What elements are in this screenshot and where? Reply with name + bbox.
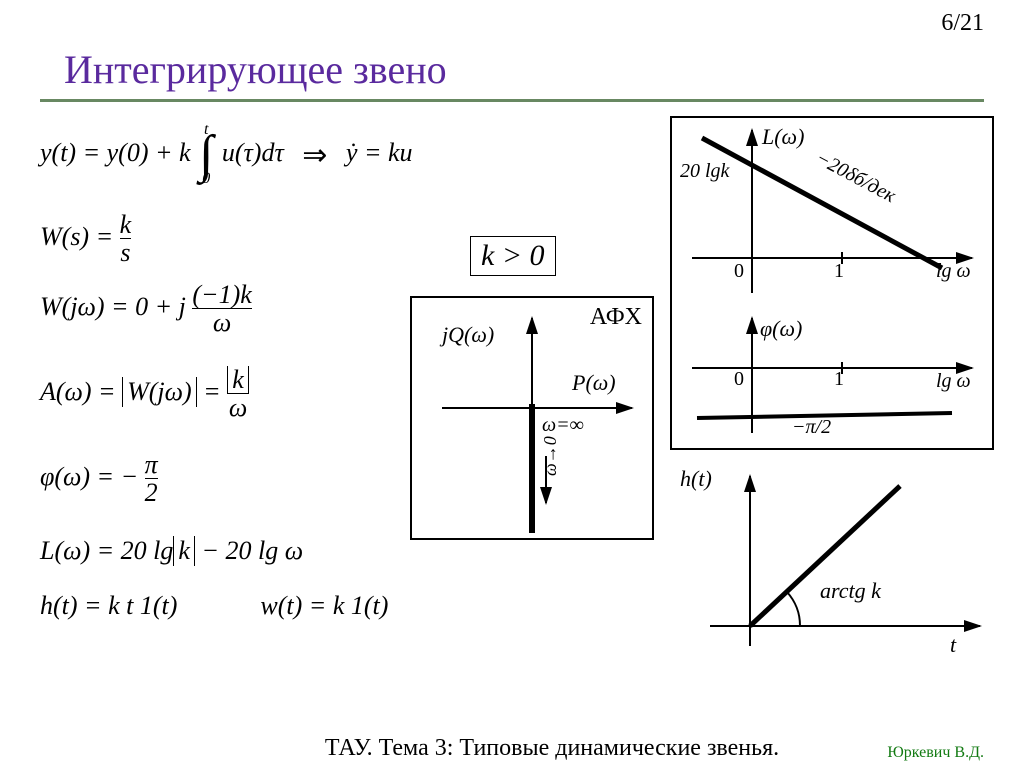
k-condition-box: k > 0 — [470, 236, 556, 276]
bode-L: L(ω) — [762, 124, 804, 150]
bode-lgw1: lg ω — [936, 260, 971, 283]
eq4-num: k — [227, 366, 249, 393]
eq5-den: 2 — [145, 478, 158, 506]
eq4-abs1: W(jω) — [122, 377, 197, 407]
bode-mpi2: −π/2 — [792, 416, 831, 439]
eq1-rhs: ẏ = ku — [346, 138, 413, 167]
bode-20lgk: 20 lgk — [680, 160, 729, 183]
eq-phase: φ(ω) = − π 2 — [40, 451, 158, 507]
step-arc: arctg k — [820, 578, 881, 604]
bode-lgw2: lg ω — [936, 370, 971, 393]
author-text: Юркевич В.Д. — [887, 744, 984, 762]
bode-panel: L(ω) 20 lgk −20δб/дек 0 1 lg ω φ(ω) 0 1 … — [670, 116, 994, 450]
eq-integral: y(t) = y(0) + k t ∫ 0 u(τ)dτ ⇒ ẏ = ku — [40, 124, 413, 186]
bode-zero2: 0 — [734, 368, 744, 391]
implies-arrow: ⇒ — [302, 138, 327, 173]
eq2-lhs: W(s) = — [40, 222, 120, 251]
eq1-integrand: u(τ)dτ — [222, 138, 284, 167]
afh-title: АФХ — [590, 304, 642, 331]
content-area: y(t) = y(0) + k t ∫ 0 u(τ)dτ ⇒ ẏ = ku W(… — [40, 116, 984, 708]
eq2-den: s — [120, 238, 132, 266]
eq3-den: ω — [192, 308, 251, 336]
footer-text: ТАУ. Тема 3: Типовые динамические звенья… — [40, 735, 1024, 762]
eq-amp: A(ω) = W(jω) = k ω — [40, 366, 249, 422]
afh-jq: jQ(ω) — [442, 322, 494, 348]
eq4-den: ω — [227, 393, 249, 421]
step-t: t — [950, 632, 956, 658]
eq7-b: w(t) = k 1(t) — [260, 591, 388, 620]
bode-one2: 1 — [834, 368, 844, 391]
afh-wzero: ω→0 — [540, 436, 561, 476]
step-diagram: h(t) arctg k t — [680, 466, 1000, 666]
afh-winf: ω=∞ — [542, 414, 584, 437]
eq5-lhs: φ(ω) = − — [40, 462, 138, 491]
afh-panel: АФХ jQ(ω) P(ω) ω=∞ ω→0 — [410, 296, 654, 540]
eq5-num: π — [145, 451, 158, 478]
eq7-a: h(t) = k t 1(t) — [40, 591, 177, 620]
eq4-lhs: A(ω) = — [40, 377, 122, 406]
bode-zero1: 0 — [734, 260, 744, 283]
bode-phi: φ(ω) — [760, 316, 802, 342]
eq4-eq: = — [203, 377, 227, 406]
eq-time-resp: h(t) = k t 1(t) w(t) = k 1(t) — [40, 591, 388, 621]
eq2-num: k — [120, 211, 132, 238]
eq-transfer: W(s) = k s — [40, 211, 131, 267]
afh-p: P(ω) — [572, 370, 616, 396]
step-h: h(t) — [680, 466, 712, 492]
title-rule — [40, 99, 984, 102]
eq6-abs: k — [173, 536, 195, 566]
eq3-lhs: W(jω) = 0 + j — [40, 292, 186, 321]
bode-one1: 1 — [834, 260, 844, 283]
eq3-num: (−1)k — [192, 281, 251, 308]
slide-title: Интегрирующее звено — [64, 46, 984, 93]
page-number: 6/21 — [941, 10, 984, 37]
eq1-lhs: y(t) = y(0) + k — [40, 138, 191, 167]
eq-wjw: W(jω) = 0 + j (−1)k ω — [40, 281, 252, 337]
eq6-b: − 20 lg ω — [195, 536, 303, 565]
eq-logmag: L(ω) = 20 lgk − 20 lg ω — [40, 536, 303, 566]
eq6-a: L(ω) = 20 lg — [40, 536, 173, 565]
